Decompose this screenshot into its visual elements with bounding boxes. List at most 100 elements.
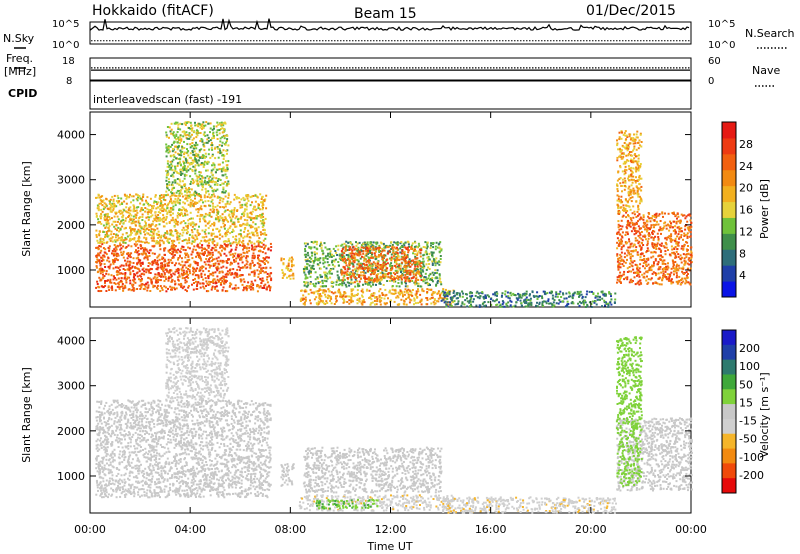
power-cell <box>176 178 179 180</box>
power-cell <box>168 136 170 139</box>
power-cell <box>185 167 188 170</box>
power-cell <box>360 302 363 305</box>
power-cell <box>139 232 142 235</box>
power-cell <box>229 216 232 219</box>
power-cell <box>217 216 220 218</box>
power-cell <box>177 212 180 215</box>
power-cell <box>160 196 163 199</box>
power-cell <box>322 259 325 262</box>
power-cell <box>110 230 113 233</box>
power-cell <box>371 281 374 284</box>
power-cell <box>169 233 172 236</box>
power-cell <box>241 274 244 277</box>
power-cell <box>246 195 249 198</box>
power-cell <box>219 206 222 209</box>
power-cell <box>207 140 210 143</box>
power-cell <box>263 247 265 250</box>
power-cell <box>146 216 149 219</box>
power-cell <box>146 208 149 211</box>
power-cell <box>431 254 433 257</box>
power-cell <box>373 300 376 302</box>
power-cell <box>416 282 419 285</box>
power-cell <box>357 260 360 263</box>
power-cell <box>196 161 199 164</box>
power-cell <box>392 251 395 254</box>
power-cell <box>384 246 387 249</box>
power-cell <box>153 230 156 233</box>
power-cell <box>196 229 199 232</box>
power-cell <box>190 157 193 160</box>
power-cell <box>106 259 109 262</box>
power-cell <box>184 194 187 197</box>
power-cell <box>319 289 322 291</box>
power-cell <box>259 264 262 267</box>
power-cell <box>258 266 261 269</box>
power-cell <box>185 174 188 177</box>
power-cell <box>258 259 261 262</box>
power-cell <box>432 292 435 295</box>
power-cell <box>501 294 503 297</box>
power-cell <box>215 181 218 184</box>
power-cell <box>302 298 305 300</box>
power-cell <box>134 244 137 247</box>
power-cell <box>108 202 111 205</box>
power-cell <box>407 264 410 267</box>
power-cell <box>395 252 398 255</box>
power-cell <box>403 270 406 272</box>
power-cell <box>141 283 144 285</box>
power-cell <box>256 269 259 272</box>
power-cell <box>254 215 257 218</box>
power-cell <box>248 286 251 289</box>
power-cell <box>189 263 192 266</box>
power-cell <box>614 292 617 295</box>
power-cell <box>179 284 182 287</box>
power-cell <box>209 208 212 211</box>
power-cell <box>138 274 141 277</box>
power-cell <box>210 234 213 237</box>
power-cell <box>303 301 306 304</box>
power-cell <box>113 244 116 246</box>
power-cell <box>161 265 164 268</box>
power-cell <box>207 270 210 273</box>
power-cell <box>118 209 121 212</box>
power-cell <box>204 156 206 159</box>
power-cell <box>527 303 530 306</box>
power-cell <box>367 245 370 248</box>
power-cell <box>209 224 212 227</box>
power-cell <box>203 230 206 233</box>
power-cell <box>148 277 151 280</box>
power-cell <box>203 196 206 199</box>
power-cell <box>433 303 436 306</box>
power-cell <box>411 270 414 273</box>
power-cell <box>346 249 349 252</box>
power-cell <box>176 236 179 239</box>
power-cell <box>196 202 199 204</box>
power-cell <box>378 294 381 297</box>
power-cell <box>115 205 118 208</box>
power-cell <box>304 258 307 261</box>
power-cell <box>419 251 422 254</box>
power-cell <box>205 155 208 158</box>
power-cell <box>367 269 369 272</box>
power-cell <box>233 276 236 279</box>
power-cell <box>100 208 103 211</box>
power-cell <box>176 199 179 202</box>
power-cell <box>129 217 132 220</box>
power-cell <box>336 270 339 273</box>
power-cell <box>166 126 169 128</box>
power-cell <box>252 231 255 234</box>
power-cell <box>174 181 177 184</box>
power-cell <box>98 276 101 279</box>
power-cell <box>207 153 210 156</box>
power-cell <box>160 287 163 289</box>
power-cell <box>109 239 112 242</box>
power-cell <box>322 252 325 255</box>
power-cell <box>129 237 132 240</box>
power-cell <box>139 230 142 233</box>
power-cell <box>120 219 123 222</box>
power-cell <box>343 242 346 245</box>
power-cell <box>173 264 176 267</box>
power-cell <box>181 147 184 150</box>
power-cell <box>200 199 203 202</box>
power-cell <box>395 271 398 274</box>
